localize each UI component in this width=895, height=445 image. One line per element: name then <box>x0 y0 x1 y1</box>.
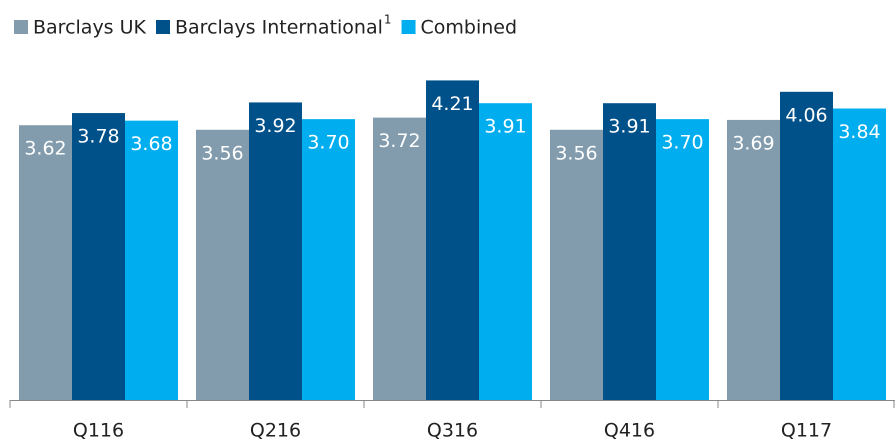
value-label: 3.92 <box>254 115 296 137</box>
value-label: 3.62 <box>24 138 66 160</box>
x-tick-label: Q416 <box>604 420 655 442</box>
legend-label: Combined <box>421 17 518 39</box>
x-tick-label: Q316 <box>427 420 478 442</box>
bar <box>550 129 603 400</box>
bar <box>19 125 72 400</box>
value-label: 3.70 <box>661 132 703 154</box>
bar <box>656 119 709 401</box>
value-label: 3.84 <box>838 121 880 143</box>
x-tick-label: Q216 <box>250 420 301 442</box>
legend-swatch <box>401 20 416 34</box>
value-label: 3.72 <box>378 130 420 152</box>
x-tick-label: Q117 <box>781 420 832 442</box>
legend-swatch <box>14 20 28 34</box>
bar <box>72 113 125 401</box>
value-label: 3.91 <box>484 116 526 138</box>
bar <box>833 108 886 400</box>
value-label: 3.91 <box>608 116 650 138</box>
bar <box>780 91 833 401</box>
value-label: 3.56 <box>555 142 597 164</box>
value-label: 3.69 <box>732 132 774 154</box>
legend-swatch <box>156 20 170 34</box>
bar <box>196 129 249 400</box>
value-label: 4.21 <box>431 93 473 115</box>
bar <box>373 117 426 401</box>
bar <box>249 102 302 400</box>
bar <box>302 119 355 401</box>
x-tick-label: Q116 <box>73 420 124 442</box>
bar <box>603 103 656 400</box>
value-label: 3.68 <box>130 133 172 155</box>
bar <box>479 103 532 400</box>
bar <box>727 119 780 401</box>
legend-label: Barclays UK <box>33 17 147 39</box>
value-label: 3.70 <box>307 132 349 154</box>
legend-label: Barclays International <box>175 17 383 39</box>
value-label: 4.06 <box>785 104 827 126</box>
bar <box>125 120 178 401</box>
legend-superscript: 1 <box>384 13 392 27</box>
value-label: 3.56 <box>201 142 243 164</box>
bar <box>426 80 479 400</box>
value-label: 3.78 <box>77 126 119 148</box>
